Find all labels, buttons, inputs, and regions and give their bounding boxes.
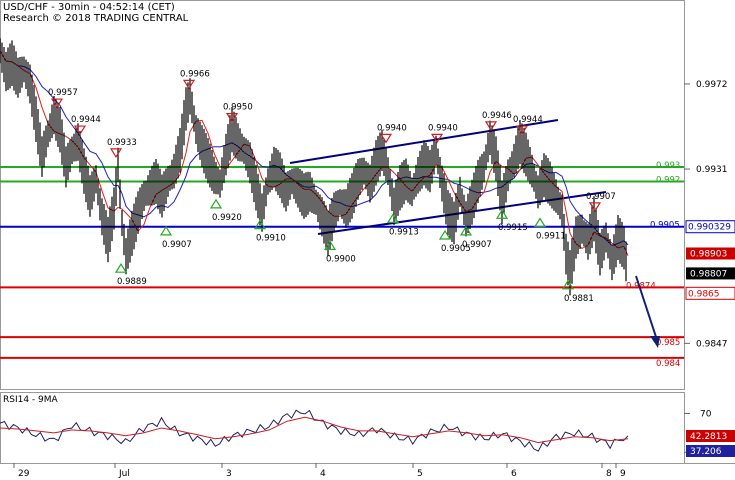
y-tick-label-1: 0.9931 bbox=[696, 165, 728, 175]
rsi-ma-line bbox=[0, 416, 629, 444]
high-label-6: 0.9940 bbox=[428, 123, 458, 133]
low-label-6: 0.9905 bbox=[441, 244, 471, 254]
high-marker-9 bbox=[588, 202, 602, 212]
y-tick-label-0: 0.9972 bbox=[696, 80, 728, 90]
moving-averages bbox=[0, 50, 629, 256]
high-label-0: 0.9957 bbox=[48, 88, 78, 98]
x-tick-label-7: 9 bbox=[620, 469, 626, 479]
ma-fast-line bbox=[0, 50, 629, 256]
x-tick-label-0: 29 bbox=[18, 469, 30, 479]
high-label-4: 0.9950 bbox=[223, 103, 253, 113]
low-marker-4 bbox=[323, 240, 337, 250]
x-tick-label-1: Jul bbox=[118, 469, 130, 479]
chart-title: USD/CHF - 30min - 04:52:14 (CET) bbox=[3, 2, 175, 13]
high-label-8: 0.9944 bbox=[513, 115, 543, 125]
level-label-0: 0.993 bbox=[656, 161, 680, 171]
chart-credit: Research © 2018 TRADING CENTRAL bbox=[3, 13, 189, 24]
rsi-series bbox=[0, 409, 629, 452]
high-marker-3 bbox=[182, 79, 196, 90]
low-label-2: 0.9920 bbox=[212, 213, 242, 223]
high-label-5: 0.9940 bbox=[377, 123, 407, 133]
rsi-tick-label-0: 70 bbox=[700, 409, 712, 419]
low-label-4: 0.9900 bbox=[326, 254, 356, 264]
level-label-3: 0.9874 bbox=[626, 281, 656, 291]
level-badge-3 bbox=[685, 286, 735, 300]
high-label-1: 0.9944 bbox=[71, 115, 101, 125]
low-marker-8 bbox=[495, 209, 509, 219]
swing-annotations: 0.9957 0.9944 0.9933 0.9966 0.9950 0.9940 0.99… bbox=[48, 69, 616, 303]
y-tick-label-2: 0.9847 bbox=[696, 339, 728, 349]
low-marker-0 bbox=[114, 263, 128, 273]
low-label-7: 0.9907 bbox=[462, 240, 492, 250]
level-label-4: 0.985 bbox=[656, 338, 680, 348]
level-label-1: 0.992 bbox=[656, 175, 680, 185]
projection-arrow bbox=[635, 275, 660, 348]
high-label-7: 0.9946 bbox=[482, 111, 512, 121]
low-label-8: 0.9915 bbox=[498, 223, 528, 233]
ma-slow-line bbox=[0, 50, 629, 246]
high-label-3: 0.9966 bbox=[180, 69, 210, 79]
rsi-badge-text-1: 37.206 bbox=[690, 447, 722, 457]
low-marker-5 bbox=[386, 213, 400, 223]
rsi-panel-frame bbox=[0, 392, 685, 464]
rsi-label: RSI14 - 9MA bbox=[3, 395, 59, 405]
level-label-5: 0.984 bbox=[656, 359, 680, 369]
high-marker-8 bbox=[515, 125, 529, 136]
low-label-10: 0.9881 bbox=[564, 294, 594, 304]
x-tick-label-4: 5 bbox=[417, 469, 423, 479]
low-marker-9 bbox=[533, 217, 547, 228]
price-badge-1 bbox=[686, 267, 735, 280]
high-marker-1 bbox=[73, 125, 87, 136]
low-label-0: 0.9889 bbox=[117, 277, 147, 287]
time-axis: 29 Jul 3 4 5 6 8 9 bbox=[13, 463, 626, 479]
price-axis: 0.9972 0.9931 0.9847 bbox=[684, 80, 728, 349]
low-label-5: 0.9913 bbox=[389, 227, 419, 237]
price-badges: 0.98903 0.98807 bbox=[686, 247, 735, 280]
x-tick-label-6: 8 bbox=[606, 469, 612, 479]
high-marker-2 bbox=[109, 148, 123, 159]
level-badge-text-2: 0.990329 bbox=[688, 223, 731, 233]
price-badge-text-1: 0.98807 bbox=[690, 269, 727, 279]
low-label-3: 0.9910 bbox=[256, 234, 286, 244]
high-marker-5 bbox=[379, 133, 393, 144]
low-marker-10 bbox=[561, 279, 575, 290]
x-tick-label-2: 3 bbox=[226, 469, 232, 479]
high-label-9: 0.9907 bbox=[586, 192, 616, 202]
price-series bbox=[0, 38, 627, 296]
rsi-badge-text-0: 42.2813 bbox=[690, 432, 727, 442]
price-badge-0 bbox=[686, 247, 735, 260]
low-marker-3 bbox=[253, 219, 267, 230]
high-label-2: 0.9933 bbox=[107, 138, 137, 148]
low-label-9: 0.9911 bbox=[536, 232, 566, 242]
level-badge-2 bbox=[685, 220, 735, 234]
high-marker-6 bbox=[430, 133, 444, 144]
level-badge-text-3: 0.9865 bbox=[688, 289, 720, 299]
high-marker-7 bbox=[484, 121, 498, 132]
low-marker-7 bbox=[459, 225, 473, 236]
level-label-2: 0.9905 bbox=[650, 221, 680, 231]
high-marker-0 bbox=[50, 98, 64, 109]
rsi-badge-1 bbox=[686, 445, 735, 457]
rsi-line bbox=[0, 409, 629, 452]
price-badge-text-0: 0.98903 bbox=[690, 249, 727, 259]
low-marker-2 bbox=[209, 198, 223, 209]
low-label-1: 0.9907 bbox=[162, 240, 192, 250]
low-marker-6 bbox=[438, 229, 452, 240]
x-tick-label-3: 4 bbox=[320, 469, 326, 479]
price-panel-frame bbox=[0, 0, 685, 390]
low-marker-1 bbox=[159, 225, 173, 236]
x-tick-label-5: 6 bbox=[511, 469, 517, 479]
rsi-badge-0 bbox=[686, 430, 735, 442]
high-marker-4 bbox=[225, 113, 239, 123]
